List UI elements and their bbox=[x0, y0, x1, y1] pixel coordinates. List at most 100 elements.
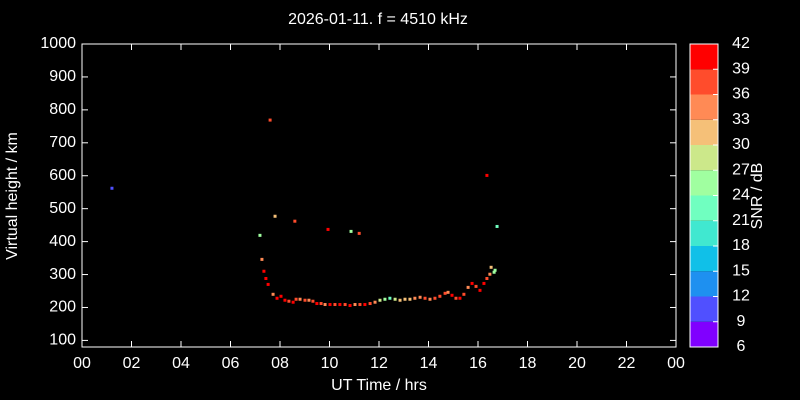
colorbar-tick-label: 33 bbox=[732, 111, 750, 128]
colorbar-tick-label: 30 bbox=[732, 136, 750, 153]
point bbox=[294, 297, 298, 301]
point bbox=[433, 296, 437, 300]
point bbox=[266, 282, 270, 286]
point bbox=[398, 298, 402, 302]
point bbox=[373, 300, 377, 304]
point bbox=[446, 290, 450, 294]
point bbox=[348, 304, 352, 308]
point bbox=[110, 186, 114, 190]
point bbox=[368, 302, 372, 306]
point bbox=[328, 303, 332, 307]
point bbox=[273, 214, 277, 218]
point bbox=[488, 272, 492, 276]
colorbar-tick-label: 9 bbox=[737, 313, 746, 330]
x-tick-label: 00 bbox=[667, 355, 685, 372]
point bbox=[388, 296, 392, 300]
y-tick-label: 900 bbox=[49, 68, 76, 85]
point bbox=[493, 268, 497, 272]
y-axis-label: Virtual height / km bbox=[4, 132, 21, 260]
point bbox=[298, 297, 302, 301]
colorbar-bin bbox=[690, 94, 718, 120]
point bbox=[363, 303, 367, 307]
point bbox=[333, 303, 337, 307]
colorbar-bin bbox=[690, 119, 718, 145]
colorbar-bin bbox=[690, 145, 718, 171]
colorbar-bin bbox=[690, 321, 718, 347]
y-tick-label: 500 bbox=[49, 200, 76, 217]
point bbox=[357, 231, 361, 235]
point bbox=[466, 285, 470, 289]
colorbar-tick-label: 42 bbox=[732, 35, 750, 52]
y-tick-label: 600 bbox=[49, 167, 76, 184]
point bbox=[408, 297, 412, 301]
point bbox=[258, 233, 262, 237]
y-tick-label: 700 bbox=[49, 134, 76, 151]
point bbox=[291, 300, 295, 304]
point bbox=[260, 257, 264, 261]
point bbox=[315, 302, 319, 306]
colorbar-bin bbox=[690, 296, 718, 322]
colorbar-bin bbox=[690, 44, 718, 70]
x-tick-label: 22 bbox=[618, 355, 636, 372]
colorbar-bin bbox=[690, 246, 718, 272]
colorbar-tick-label: 12 bbox=[732, 288, 750, 305]
point bbox=[275, 296, 279, 300]
point bbox=[311, 299, 315, 303]
y-tick-label: 400 bbox=[49, 233, 76, 250]
y-tick-label: 300 bbox=[49, 266, 76, 283]
y-tick-label: 800 bbox=[49, 101, 76, 118]
point bbox=[279, 294, 283, 298]
point bbox=[349, 229, 353, 233]
colorbar-tick-label: 39 bbox=[732, 60, 750, 77]
x-tick-label: 08 bbox=[271, 355, 289, 372]
x-tick-label: 20 bbox=[568, 355, 586, 372]
y-tick-label: 200 bbox=[49, 299, 76, 316]
point bbox=[393, 297, 397, 301]
point bbox=[383, 297, 387, 301]
point bbox=[423, 296, 427, 300]
point bbox=[287, 299, 291, 303]
x-tick-label: 02 bbox=[123, 355, 141, 372]
colorbar-bin bbox=[690, 69, 718, 95]
colorbar-bin bbox=[690, 170, 718, 196]
colorbar-tick-label: 6 bbox=[737, 338, 746, 355]
point bbox=[323, 303, 327, 307]
colorbar-bin bbox=[690, 271, 718, 297]
point bbox=[478, 288, 482, 292]
colorbar-tick-label: 36 bbox=[732, 86, 750, 103]
point bbox=[470, 281, 474, 285]
point bbox=[482, 281, 486, 285]
x-tick-label: 00 bbox=[73, 355, 91, 372]
point bbox=[485, 276, 489, 280]
point bbox=[293, 219, 297, 223]
point bbox=[489, 265, 493, 269]
point bbox=[319, 302, 323, 306]
point bbox=[474, 284, 478, 288]
point bbox=[438, 294, 442, 298]
point bbox=[403, 297, 407, 301]
colorbar-bin bbox=[690, 220, 718, 246]
colorbar-tick-label: 21 bbox=[732, 212, 750, 229]
point bbox=[443, 291, 447, 295]
point bbox=[262, 269, 266, 273]
point bbox=[428, 297, 432, 301]
point bbox=[454, 296, 458, 300]
colorbar-tick-label: 18 bbox=[732, 237, 750, 254]
chart-title: 2026-01-11. f = 4510 kHz bbox=[288, 11, 468, 28]
x-axis-label: UT Time / hrs bbox=[331, 377, 427, 394]
x-tick-label: 16 bbox=[469, 355, 487, 372]
point bbox=[418, 295, 422, 299]
colorbar-tick-label: 27 bbox=[732, 161, 750, 178]
point bbox=[358, 303, 362, 307]
point bbox=[353, 303, 357, 307]
x-tick-label: 12 bbox=[370, 355, 388, 372]
point bbox=[485, 173, 489, 177]
point bbox=[283, 298, 287, 302]
x-tick-label: 14 bbox=[420, 355, 438, 372]
point bbox=[271, 292, 275, 296]
point bbox=[413, 296, 417, 300]
point bbox=[495, 224, 499, 228]
point bbox=[326, 227, 330, 231]
point bbox=[264, 276, 268, 280]
point bbox=[492, 270, 496, 274]
